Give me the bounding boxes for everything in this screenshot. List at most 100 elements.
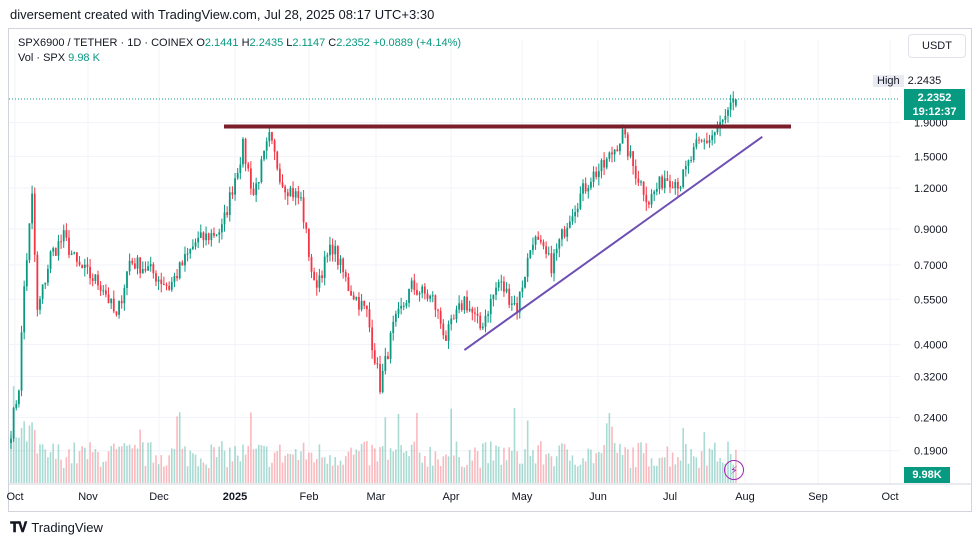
candle <box>684 160 687 177</box>
candle-body <box>613 149 616 155</box>
candle-body <box>310 256 313 272</box>
candle <box>86 257 89 275</box>
volume-bar <box>471 460 474 483</box>
candle-body <box>539 239 542 243</box>
currency-label: USDT <box>922 40 952 52</box>
volume-bar <box>434 451 437 483</box>
volume-bar <box>700 451 703 483</box>
volume-bar <box>431 465 434 483</box>
volume-bar <box>149 442 152 483</box>
candle <box>139 256 142 279</box>
volume-bar <box>524 449 526 483</box>
candle <box>10 430 12 450</box>
volume-bar <box>642 453 645 483</box>
volume-bar <box>142 442 144 483</box>
candle-body <box>104 290 107 295</box>
volume-bar <box>221 441 223 483</box>
candle-body <box>363 300 366 306</box>
candle <box>110 298 113 309</box>
candle <box>157 276 160 291</box>
candle-body <box>278 168 281 183</box>
volume-bar <box>371 444 373 483</box>
candle <box>500 274 503 291</box>
volume-bar <box>663 457 666 483</box>
candle <box>112 290 115 314</box>
volume-bar <box>466 464 468 483</box>
y-tick-label: 0.3200 <box>914 371 948 383</box>
x-tick-label: May <box>512 491 533 503</box>
candle-body <box>408 288 410 303</box>
volume-bar <box>640 442 642 483</box>
volume-bar <box>687 463 690 483</box>
candle <box>276 150 279 171</box>
volume-bar <box>81 446 83 483</box>
candle <box>532 237 534 255</box>
candle <box>83 258 86 277</box>
candle <box>489 294 492 323</box>
volume-bar <box>89 442 91 483</box>
candle-body <box>703 140 706 142</box>
candle-body <box>160 279 163 284</box>
candle <box>408 288 410 308</box>
candle-body <box>439 310 442 324</box>
volume-bar <box>500 464 503 483</box>
candle-body <box>210 232 213 241</box>
symbol-label[interactable]: SPX6900 / TETHER · 1D · COINEX <box>18 37 194 49</box>
candle-body <box>257 181 260 184</box>
candle-body <box>645 194 648 203</box>
lightning-icon[interactable]: ⚡ <box>724 460 744 480</box>
candle <box>434 294 437 318</box>
volume-bar <box>637 442 640 483</box>
candle <box>133 258 136 270</box>
candle-body <box>392 321 395 334</box>
y-tick-label: 0.5500 <box>914 294 948 306</box>
candle <box>463 295 466 314</box>
candle-body <box>360 300 363 310</box>
volume-bar <box>489 441 492 483</box>
candle-body <box>434 295 437 310</box>
candle <box>365 305 368 318</box>
volume-bar <box>57 444 60 483</box>
volume-bar <box>73 442 76 483</box>
candle-body <box>189 249 192 254</box>
candle-body <box>674 181 677 189</box>
candle-body <box>642 181 645 195</box>
candle <box>91 273 94 287</box>
volume-bar <box>611 426 613 483</box>
low-label: L <box>286 37 293 49</box>
volume-bar <box>553 466 555 483</box>
candle <box>260 155 263 184</box>
candle <box>99 281 102 296</box>
x-tick-label: Jun <box>589 491 607 503</box>
candle <box>555 243 558 261</box>
candle-body <box>489 299 492 315</box>
candle <box>271 131 273 145</box>
candle-body <box>698 139 700 141</box>
candle-body <box>300 197 302 199</box>
candle <box>313 267 316 281</box>
volume-bar <box>199 458 202 483</box>
volume-bar <box>426 466 429 483</box>
volume-bar <box>168 455 170 483</box>
candle <box>566 222 569 242</box>
candle-body <box>387 355 389 360</box>
volume-bar <box>276 451 279 483</box>
volume-bar <box>503 447 505 483</box>
volume-bar <box>213 447 215 483</box>
last-price-value: 2.2352 <box>917 92 952 104</box>
candle <box>265 137 268 160</box>
candle-body <box>49 251 52 269</box>
candle-body <box>249 168 252 189</box>
candle <box>574 205 577 224</box>
candle-body <box>218 232 221 235</box>
volume-bar <box>52 443 54 483</box>
candle-body <box>339 258 342 265</box>
candle-body <box>429 295 432 299</box>
volume-bar <box>289 454 292 483</box>
volume-bar <box>76 463 78 483</box>
currency-button[interactable]: USDT <box>908 34 966 58</box>
volume-bar <box>94 449 97 483</box>
volume-bar <box>236 455 239 483</box>
volume-bar <box>384 417 387 483</box>
